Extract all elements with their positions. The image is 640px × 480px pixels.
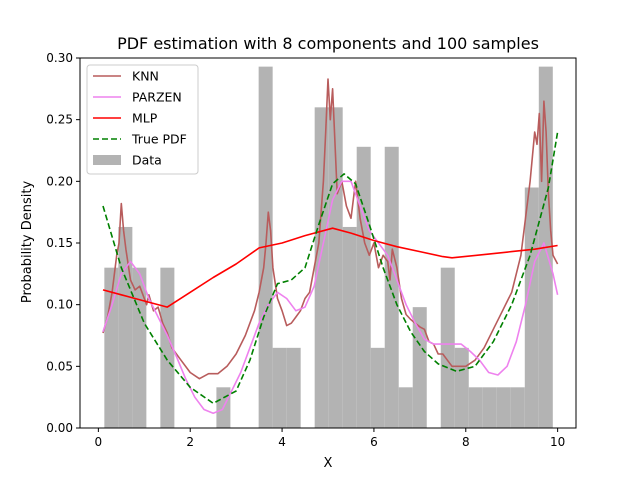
histogram-bar-3 [160,267,175,428]
legend-label-parzen: PARZEN [132,90,182,105]
y-axis-label: Probability Density [20,181,35,304]
histogram-bar-2 [132,267,147,428]
y-tick-label-1: 0.05 [46,359,73,373]
histogram-bar-16 [440,267,455,428]
histogram-bar-21 [510,387,525,428]
histogram-bar-19 [482,387,497,428]
x-tick-label-5: 10 [550,435,565,449]
histogram-bar-6 [272,347,287,428]
histogram-bar-0 [104,267,119,428]
histogram-bar-7 [286,347,301,428]
legend-label-data: Data [132,153,162,168]
y-tick-label-4: 0.20 [46,174,73,188]
histogram-bar-10 [342,226,357,428]
x-tick-label-1: 2 [186,435,194,449]
histogram-bar-17 [454,347,469,428]
histogram-bar-8 [314,107,329,428]
histogram-bar-20 [496,387,511,428]
series-line-true-pdf [102,131,559,405]
x-tick-label-4: 8 [462,435,470,449]
x-axis-label: X [324,456,333,471]
y-tick-label-2: 0.10 [46,298,73,312]
y-tick-label-0: 0.00 [46,421,73,435]
x-tick-label-0: 0 [95,435,103,449]
legend: KNN PARZEN MLP True PDF Data [86,64,199,175]
histogram-bar-14 [398,387,413,428]
legend-box [86,64,199,175]
legend-swatch-data [93,155,121,165]
y-tick-label-5: 0.25 [46,113,73,127]
legend-label-true-pdf: True PDF [131,132,187,147]
histogram-bar-12 [370,347,385,428]
histogram-bar-22 [524,187,539,428]
x-tick-label-3: 6 [370,435,378,449]
chart-title: PDF estimation with 8 components and 100… [117,34,539,53]
series-line-mlp [102,227,558,308]
legend-label-knn: KNN [132,69,159,84]
histogram-bar-11 [356,146,371,429]
y-tick-label-3: 0.15 [46,236,73,250]
series-line-parzen [102,180,559,415]
histogram-bar-1 [118,226,133,428]
y-tick-label-6: 0.30 [46,51,73,65]
histogram-bar-13 [384,146,399,429]
x-tick-label-2: 4 [278,435,286,449]
legend-label-mlp: MLP [132,111,158,126]
series-line-knn [102,78,559,380]
plot-area: 0 2 4 6 8 10 0.00 0.05 0.10 0.15 0.20 0.25 0.30 [46,51,577,449]
histogram-bar-18 [468,387,483,428]
histogram-bar-15 [412,307,427,428]
